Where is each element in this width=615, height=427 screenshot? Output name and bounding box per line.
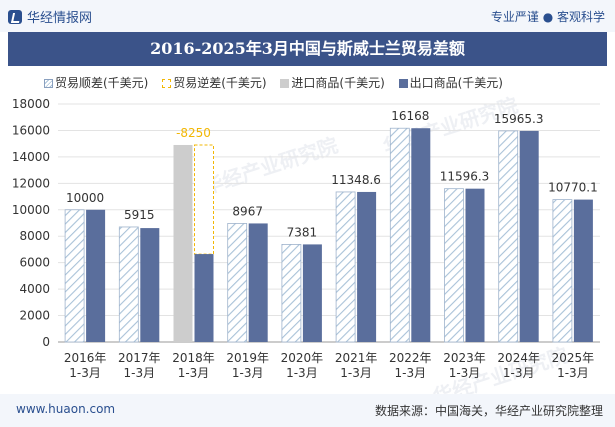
data-label: 10000 (66, 191, 104, 205)
website-link[interactable]: www.huaon.com (16, 402, 116, 416)
surplus-bar (389, 127, 410, 343)
export-bar (357, 191, 377, 342)
export-bar (411, 128, 431, 342)
export-bar (140, 228, 160, 342)
x-tick-label: 2024年 (497, 351, 540, 365)
legend-label-export: 出口商品(千美元) (409, 76, 503, 90)
legend-swatch-surplus (44, 79, 53, 88)
surplus-bar (552, 199, 573, 343)
export-bar (519, 130, 539, 342)
surplus-bar (64, 209, 85, 343)
data-label: 10770.1 (548, 181, 598, 195)
data-label: 16168 (391, 109, 429, 123)
legend-item-deficit: 贸易逆差(千美元) (162, 74, 267, 91)
y-tick-label: 14000 (12, 150, 50, 164)
export-bar (302, 244, 322, 342)
legend-swatch-export (398, 79, 408, 88)
y-tick-label: 8000 (19, 229, 50, 243)
y-tick-label: 10000 (12, 203, 50, 217)
data-source: 数据来源：中国海关，华经产业研究院整理 (374, 404, 603, 418)
x-tick-label: 2019年 (226, 351, 269, 365)
export-bar (248, 223, 268, 342)
legend-label-import: 进口商品(千美元) (291, 76, 385, 90)
y-tick-label: 2000 (19, 309, 50, 323)
data-label: 8967 (232, 204, 263, 218)
export-bar (86, 209, 106, 342)
data-label: 15965.3 (494, 112, 544, 126)
chart-title: 2016-2025年3月中国与斯威士兰贸易差额 (150, 39, 465, 58)
export-bar (465, 188, 485, 342)
surplus-bar (118, 226, 139, 343)
x-tick-label: 2022年 (389, 351, 432, 365)
x-tick-label: 1-3月 (123, 366, 155, 380)
y-tick-label: 0 (42, 335, 50, 349)
y-tick-label: 18000 (12, 97, 50, 111)
x-tick-label: 1-3月 (557, 366, 589, 380)
brand-logo-icon (8, 10, 22, 24)
data-label: 11348.6 (331, 173, 381, 187)
x-tick-label: 2020年 (281, 351, 324, 365)
x-tick-label: 2023年 (443, 351, 486, 365)
legend-item-import: 进口商品(千美元) (280, 74, 385, 91)
surplus-bar (335, 191, 356, 343)
legend-label-surplus: 贸易顺差(千美元) (55, 76, 149, 90)
import-bar (173, 144, 193, 342)
x-tick-label: 1-3月 (232, 366, 264, 380)
surplus-bar (227, 223, 248, 343)
data-label: 5915 (124, 208, 155, 222)
x-tick-label: 2017年 (118, 351, 161, 365)
legend-item-export: 出口商品(千美元) (398, 74, 503, 91)
x-tick-label: 2025年 (552, 351, 595, 365)
y-tick-label: 4000 (19, 282, 50, 296)
x-tick-label: 1-3月 (449, 366, 481, 380)
legend-swatch-import (280, 79, 290, 88)
surplus-bar (498, 130, 519, 343)
legend-item-surplus: 贸易顺差(千美元) (44, 74, 148, 91)
surplus-bar (281, 244, 302, 343)
x-tick-label: 1-3月 (503, 366, 535, 380)
y-tick-label: 12000 (12, 176, 50, 190)
x-tick-label: 2016年 (64, 351, 107, 365)
x-tick-label: 1-3月 (340, 366, 372, 380)
brand-name: 华经情报网 (27, 11, 93, 26)
footer-bar: www.huaon.com 数据来源：中国海关，华经产业研究院整理 (0, 394, 615, 427)
y-tick-label: 16000 (12, 123, 50, 137)
surplus-bar (444, 188, 464, 343)
export-bar (194, 254, 214, 342)
data-label: -8250 (176, 126, 211, 140)
x-tick-label: 1-3月 (394, 366, 426, 380)
legend-label-deficit: 贸易逆差(千美元) (173, 76, 267, 90)
deficit-bar (194, 144, 214, 255)
x-tick-label: 1-3月 (286, 366, 318, 380)
x-tick-label: 2021年 (335, 351, 378, 365)
x-tick-label: 1-3月 (69, 366, 101, 380)
data-label: 7381 (287, 225, 318, 239)
title-bar: 2016-2025年3月中国与斯威士兰贸易差额 (8, 32, 607, 66)
export-bar (573, 199, 593, 342)
legend-swatch-deficit (162, 79, 172, 88)
brand[interactable]: 华经情报网 (8, 7, 92, 26)
data-label: 11596.3 (440, 170, 490, 184)
tagline: 专业严谨 ● 客观科学 (490, 10, 605, 24)
header-bar: 华经情报网 专业严谨 ● 客观科学 (0, 0, 615, 32)
chart-legend: 贸易顺差(千美元) 贸易逆差(千美元) 进口商品(千美元) 出口商品(千美元) (44, 74, 513, 91)
x-tick-label: 1-3月 (178, 366, 210, 380)
y-tick-label: 6000 (19, 256, 50, 270)
x-tick-label: 2018年 (172, 351, 215, 365)
